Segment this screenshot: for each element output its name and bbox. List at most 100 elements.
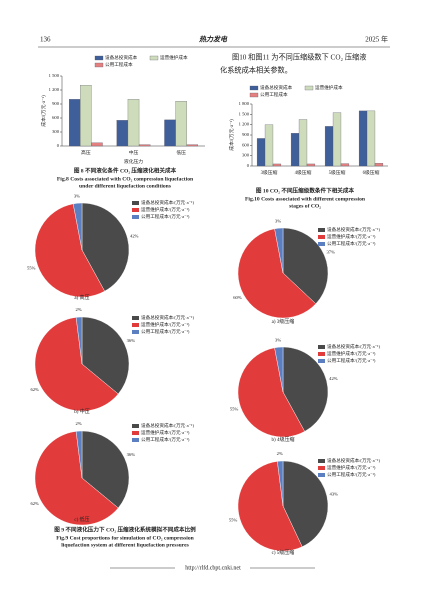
y-tick-label: 600 xyxy=(52,115,60,120)
bar xyxy=(69,99,81,147)
pie-slice xyxy=(277,460,284,507)
pie-slice xyxy=(282,346,329,432)
legend-label: 设备总投资成本/(万元·a⁻¹) xyxy=(327,226,381,233)
pie-value-label: 36% xyxy=(127,338,136,343)
pie-value-label: 55% xyxy=(230,407,239,412)
pie-slice xyxy=(274,227,284,274)
legend-label: 设备总投资成本/(万元·a⁻¹) xyxy=(327,457,381,464)
pie-value-label: 3% xyxy=(74,193,80,198)
pie-slice xyxy=(237,347,305,438)
legend-label: 公用工程成本/(万元·a⁻¹) xyxy=(327,240,376,247)
y-tick-label: 300 xyxy=(242,153,250,158)
pie-slice xyxy=(274,346,284,393)
pie-slice xyxy=(81,316,130,395)
y-tick-label: 1 500 xyxy=(49,73,60,78)
y-axis-label: 成本/(万元·a⁻¹) xyxy=(40,95,47,127)
x-tick-label: 低压 xyxy=(176,149,186,156)
pie-value-label: 2% xyxy=(76,307,82,312)
pie-slice xyxy=(34,317,119,412)
legend-swatch xyxy=(304,85,314,91)
pie-subtitle: c) 低压 xyxy=(74,516,89,523)
bar xyxy=(332,112,342,167)
pie-value-label: 62% xyxy=(30,501,39,506)
bar xyxy=(80,85,92,147)
y-tick-label: 900 xyxy=(242,132,250,137)
legend-swatch xyxy=(318,459,325,463)
y-tick-label: 1 800 xyxy=(239,101,250,106)
legend-swatch xyxy=(132,424,139,428)
legend-label: 设备总投资成本/(万元·a⁻¹) xyxy=(141,314,195,321)
pie-slice xyxy=(282,460,329,547)
pie-slice xyxy=(75,430,83,479)
legend-swatch xyxy=(132,201,139,205)
legend-swatch xyxy=(318,359,325,363)
pie-slice xyxy=(282,227,329,305)
y-tick-label: 1 200 xyxy=(49,87,60,92)
y-tick-label: 0 xyxy=(57,143,60,148)
pie-slice xyxy=(75,316,83,365)
pie-slice xyxy=(34,431,119,526)
legend-swatch xyxy=(149,55,159,61)
page-number: 136 xyxy=(40,36,51,44)
bar xyxy=(256,138,266,167)
legend-label: 运营维护成本 xyxy=(160,54,188,61)
y-axis-label: 成本/(万元·a⁻¹) xyxy=(228,119,235,151)
pie-value-label: 62% xyxy=(30,387,39,392)
caption-cn: 图 8 不同液化条件 CO₂ 压缩液化相关成本 xyxy=(74,166,177,174)
bar xyxy=(127,99,140,147)
bar xyxy=(116,120,129,147)
legend-swatch xyxy=(132,431,139,435)
bar xyxy=(175,101,187,147)
x-tick-label: 6级压缩 xyxy=(363,169,380,176)
journal-name: 热力发电 xyxy=(198,35,228,44)
pie-value-label: 55% xyxy=(27,265,36,270)
legend-label: 设备总投资成本 xyxy=(260,84,293,91)
legend-swatch xyxy=(249,92,259,98)
legend-label: 设备总投资成本 xyxy=(105,54,138,61)
legend-swatch xyxy=(318,352,325,356)
pie-slice xyxy=(237,228,317,319)
bar xyxy=(340,163,350,167)
x-tick-label: 高压 xyxy=(81,149,91,156)
pie-subtitle: a) 3级压缩 xyxy=(272,318,295,325)
footer-url: http://rlfd.cbpt.cnki.net xyxy=(185,564,241,571)
caption-en: stages of CO₂ xyxy=(289,203,321,209)
pie-value-label: 3% xyxy=(275,337,281,342)
pie-subtitle: a) 高压 xyxy=(74,294,89,301)
pie-value-label: 2% xyxy=(277,451,283,456)
legend-label: 运营维护成本/(万元·a⁻¹) xyxy=(141,321,190,328)
y-tick-label: 600 xyxy=(242,142,250,147)
pie-value-label: 2% xyxy=(76,421,82,426)
pie-value-label: 36% xyxy=(127,452,136,457)
legend-swatch xyxy=(94,55,104,61)
legend-label: 公用工程成本/(万元·a⁻¹) xyxy=(141,328,190,335)
pie-slice xyxy=(72,202,83,251)
pie-value-label: 55% xyxy=(229,518,238,523)
legend-swatch xyxy=(132,323,139,327)
caption-en: under different liquefaction conditions xyxy=(79,183,172,189)
bar xyxy=(306,163,316,167)
caption-en: Fig.10 Costs associated with different c… xyxy=(245,196,366,202)
pie-value-label: 43% xyxy=(330,492,339,497)
legend-label: 公用工程成本/(万元·a⁻¹) xyxy=(327,471,376,478)
legend-swatch xyxy=(318,228,325,232)
y-tick-label: 1 500 xyxy=(239,111,250,116)
pie-subtitle: b) 中压 xyxy=(74,408,89,415)
legend-label: 设备总投资成本/(万元·a⁻¹) xyxy=(141,199,195,206)
legend-swatch xyxy=(132,215,139,219)
legend-label: 公用工程成本/(万元·a⁻¹) xyxy=(141,436,190,443)
bar xyxy=(324,126,334,167)
bar xyxy=(164,119,176,147)
legend-label: 设备总投资成本/(万元·a⁻¹) xyxy=(327,343,381,350)
legend-label: 运营维护成本 xyxy=(315,84,343,91)
legend-label: 公用工程成本 xyxy=(260,91,288,98)
legend-swatch xyxy=(132,330,139,334)
x-tick-label: 3级压缩 xyxy=(261,169,278,176)
legend-label: 运营维护成本/(万元·a⁻¹) xyxy=(141,429,190,436)
year: 2025 年 xyxy=(365,35,388,44)
caption-cn: 图 10 CO₂ 不同压缩级数条件下相关成本 xyxy=(256,186,355,194)
legend-swatch xyxy=(249,85,259,91)
bar xyxy=(358,110,368,167)
bar xyxy=(91,142,103,147)
legend-label: 运营维护成本/(万元·a⁻¹) xyxy=(327,350,376,357)
